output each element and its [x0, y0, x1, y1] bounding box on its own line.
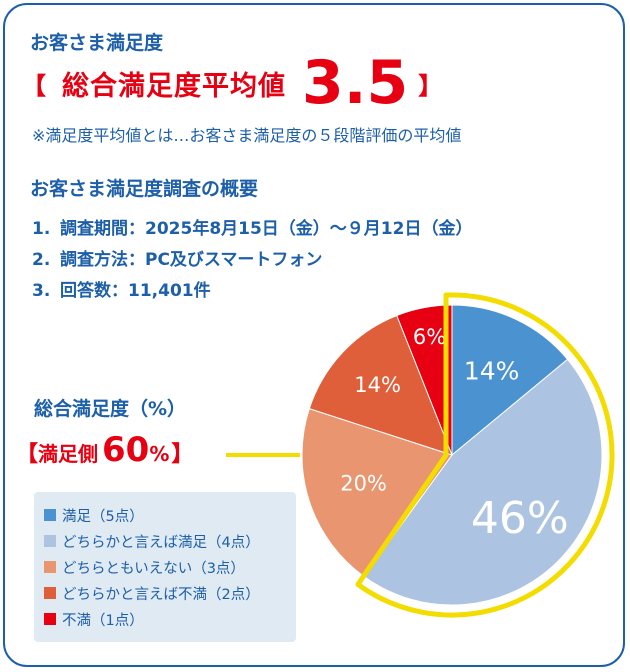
legend-label: 不満（1点）: [62, 612, 144, 629]
pie-slice: [301, 408, 453, 578]
pie-slice-label: 6%: [413, 325, 446, 349]
legend-label: どちらともいえない（3点）: [62, 560, 245, 577]
satisfied-value: 60: [102, 430, 150, 470]
legend-swatch: [44, 613, 56, 625]
chart-legend: 満足（5点） どちらかと言えば満足（4点） どちらともいえない（3点） どちらか…: [34, 492, 296, 642]
average-bracket-close: 】: [418, 71, 443, 100]
survey-item-number: 1.: [32, 219, 51, 239]
average-note: ※満足度平均値とは…お客さま満足度の５段階評価の平均値: [32, 126, 462, 145]
pie-slice-label: 14%: [464, 356, 520, 385]
survey-list: 1. 調査期間：2025年8月15日（金）～９月12日（金） 2. 調査方法：PC及…: [32, 214, 472, 307]
survey-item: 2. 調査方法：PC及びスマートフォン: [32, 245, 472, 276]
pie-slice-label: 20%: [340, 472, 387, 496]
legend-swatch: [44, 535, 56, 547]
page-title: お客さま満足度: [30, 32, 164, 54]
satisfied-bracket-open: 【: [16, 442, 39, 467]
pie-labels: 14% 46% 20% 14% 6%: [340, 325, 568, 544]
average-bracket-open: 【: [22, 71, 46, 100]
legend-label: どちらかと言えば満足（4点）: [62, 534, 260, 551]
pie-slice-label: 14%: [354, 373, 401, 397]
legend-swatch: [44, 587, 56, 599]
average-value: 3.5: [302, 48, 409, 118]
satisfied-bracket-close: 】: [171, 442, 194, 467]
survey-item-number: 3.: [32, 281, 51, 301]
pie-slice-label: 46%: [471, 493, 569, 544]
chart-title: 総合満足度（%）: [34, 398, 187, 420]
survey-item-text: 調査期間：2025年8月15日（金）～９月12日（金）: [60, 219, 473, 239]
satisfied-highlight-outline: [355, 292, 615, 618]
legend-item: どちらかと言えば満足（4点）: [44, 528, 296, 554]
satisfied-callout: 【 満足側 60 % 】: [16, 430, 193, 470]
legend-item: どちらともいえない（3点）: [44, 554, 296, 580]
pie-slice: [308, 314, 453, 456]
legend-swatch: [44, 561, 56, 573]
average-label: 総合満足度平均値: [62, 70, 286, 102]
pie-slices: [301, 304, 603, 606]
satisfied-label: 満足側: [38, 442, 99, 466]
legend-item: 不満（1点）: [44, 606, 296, 632]
pie-slice: [363, 358, 603, 606]
survey-item-text: 調査方法：PC及びスマートフォン: [60, 250, 323, 270]
survey-item-text: 回答数：11,401件: [60, 281, 211, 301]
pie-slice: [451, 304, 569, 457]
survey-item: 1. 調査期間：2025年8月15日（金）～９月12日（金）: [32, 214, 472, 245]
legend-item: 満足（5点）: [44, 502, 296, 528]
survey-item: 3. 回答数：11,401件: [32, 276, 472, 307]
average-score-row: 【 総合満足度平均値 3.5 】: [22, 48, 443, 118]
survey-item-number: 2.: [32, 250, 51, 270]
legend-swatch: [44, 509, 56, 521]
satisfied-unit: %: [149, 442, 170, 466]
survey-title: お客さま満足度調査の概要: [30, 178, 259, 200]
legend-label: 満足（5点）: [62, 508, 144, 525]
pie-slice: [396, 304, 453, 456]
legend-label: どちらかと言えば不満（2点）: [62, 586, 260, 603]
legend-item: どちらかと言えば不満（2点）: [44, 580, 296, 606]
